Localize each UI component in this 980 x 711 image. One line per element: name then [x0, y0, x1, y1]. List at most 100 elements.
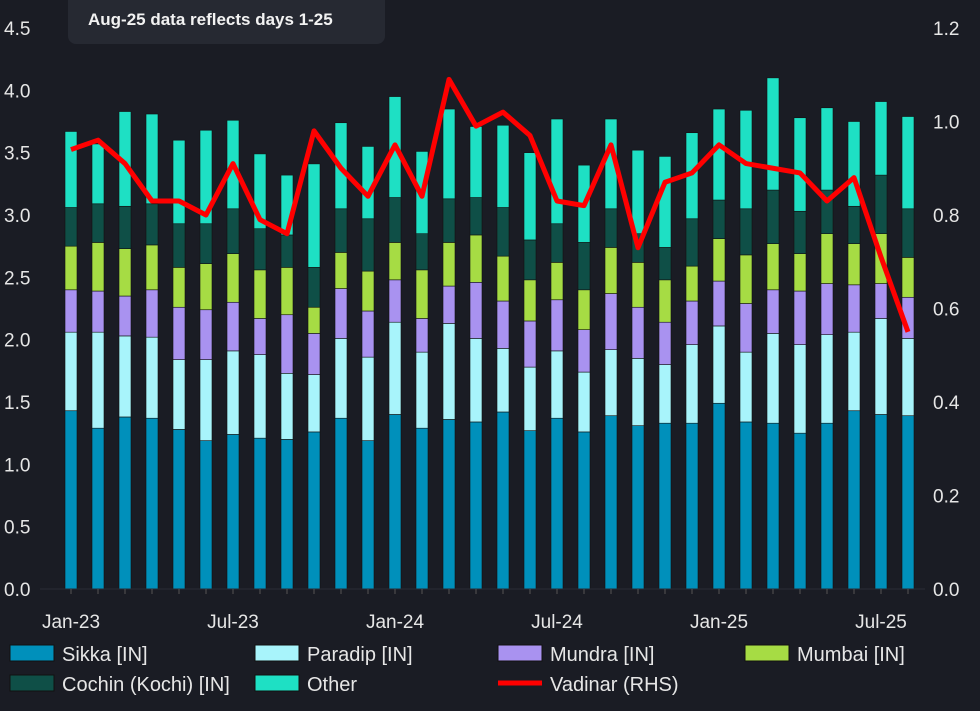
legend-label: Mundra [IN]	[550, 644, 654, 666]
bar-segment-3-Aug-25	[901, 257, 915, 298]
bar-segment-3-Mar-25	[766, 243, 780, 291]
bar-segment-2-Jul-25	[874, 283, 888, 319]
left-tick-label: 0.0	[4, 580, 30, 601]
left-tick-label: 2.0	[4, 331, 30, 352]
bar-segment-0-Mar-24	[442, 419, 456, 590]
bar-segment-4-Aug-25	[901, 208, 915, 258]
bar-segment-2-Oct-23	[307, 333, 321, 375]
bar-segment-3-Apr-25	[793, 253, 807, 292]
bar-segment-4-Jan-25	[712, 199, 726, 239]
bar-segment-2-Feb-24	[415, 318, 429, 353]
legend-swatch	[9, 644, 55, 662]
legend: Sikka [IN] Paradip [IN] Mundra [IN] Mumbai …	[9, 644, 905, 696]
annotation-box: Aug-25 data reflects days 1-25	[68, 0, 385, 44]
bar-segment-3-Feb-23	[91, 242, 105, 292]
x-tick-label: Jan-23	[42, 612, 100, 633]
bar-segment-5-Jul-24	[550, 118, 564, 225]
bar-segment-1-Nov-23	[334, 338, 348, 419]
bar-segment-3-Jul-24	[550, 262, 564, 301]
vadinar-line	[70, 76, 911, 333]
bar-segment-1-Mar-23	[118, 335, 132, 418]
bar-segment-1-Oct-23	[307, 374, 321, 433]
bar-segment-0-Jun-24	[523, 430, 537, 590]
bar-Jan-25	[712, 108, 726, 590]
bar-segment-0-Mar-25	[766, 422, 780, 590]
bar-segment-5-May-23	[172, 139, 186, 225]
bar-segment-3-Jan-23	[64, 245, 78, 291]
x-axis: Jan-23 Jul-23 Jan-24 Jul-24 Jan-25 Jul-25	[42, 589, 909, 633]
bar-Jan-23	[64, 131, 78, 590]
right-tick-label: 1.2	[933, 19, 959, 40]
bar-segment-4-Mar-24	[442, 198, 456, 243]
bar-Nov-24	[658, 156, 672, 590]
bar-segment-0-Jun-23	[199, 440, 213, 590]
bar-segment-0-Jan-24	[388, 414, 402, 590]
annotation-text: Aug-25 data reflects days 1-25	[88, 10, 333, 29]
bar-segment-2-May-23	[172, 306, 186, 360]
bar-segment-1-Sep-24	[604, 349, 618, 417]
bar-segment-0-May-24	[496, 411, 510, 590]
bar-segment-4-May-23	[172, 223, 186, 268]
bar-segment-1-Dec-24	[685, 344, 699, 424]
bar-Dec-23	[361, 146, 375, 590]
bar-segment-3-Jun-25	[847, 243, 861, 286]
x-tick-label: Jul-25	[855, 612, 907, 633]
bar-segment-3-Oct-23	[307, 306, 321, 334]
legend-item: Other	[254, 674, 357, 696]
right-tick-label: 0.2	[933, 487, 959, 508]
bar-segment-0-Nov-24	[658, 422, 672, 590]
bar-segment-4-Apr-24	[469, 197, 483, 236]
bar-segment-1-Feb-24	[415, 351, 429, 429]
legend-item: Sikka [IN]	[9, 644, 148, 666]
bar-segment-0-Feb-24	[415, 427, 429, 590]
bar-segment-5-Oct-24	[631, 149, 645, 235]
bar-Jun-23	[199, 129, 213, 590]
legend-swatch	[254, 674, 300, 692]
right-tick-label: 0.8	[933, 206, 959, 227]
bar-segment-0-May-25	[820, 422, 834, 590]
right-tick-label: 0.0	[933, 580, 959, 601]
bar-segment-0-May-23	[172, 429, 186, 590]
bar-segment-5-Apr-25	[793, 117, 807, 212]
bar-segment-5-Aug-25	[901, 116, 915, 210]
bar-segment-1-Apr-25	[793, 344, 807, 434]
bar-segment-0-Sep-23	[280, 439, 294, 590]
bar-segment-2-May-24	[496, 300, 510, 349]
bar-segment-0-Jul-24	[550, 417, 564, 590]
bars-layer	[64, 77, 915, 590]
bar-Mar-25	[766, 77, 780, 590]
legend-label: Vadinar (RHS)	[550, 674, 679, 696]
bar-segment-4-Jan-24	[388, 197, 402, 243]
legend-item: Cochin (Kochi) [IN]	[9, 674, 230, 696]
bar-segment-0-Oct-23	[307, 431, 321, 590]
bar-segment-2-Jun-23	[199, 309, 213, 360]
bar-segment-1-Jul-25	[874, 318, 888, 415]
bar-Mar-24	[442, 108, 456, 590]
bar-segment-1-Sep-23	[280, 373, 294, 440]
bar-segment-2-Dec-23	[361, 310, 375, 358]
bar-segment-1-Jun-23	[199, 359, 213, 441]
right-axis: 0.0 0.2 0.4 0.6 0.8 1.0 1.2	[933, 19, 960, 601]
bar-segment-0-Dec-23	[361, 440, 375, 590]
bar-segment-0-Jan-25	[712, 402, 726, 590]
bar-segment-3-Jun-23	[199, 263, 213, 311]
bar-segment-0-Jul-23	[226, 434, 240, 590]
bar-segment-1-Apr-24	[469, 338, 483, 423]
bar-segment-5-Mar-24	[442, 108, 456, 200]
left-tick-label: 0.5	[4, 518, 30, 539]
bar-segment-5-Mar-25	[766, 77, 780, 191]
bar-Nov-23	[334, 122, 348, 590]
bar-segment-3-Oct-24	[631, 262, 645, 308]
line-layer	[70, 76, 911, 333]
bar-segment-3-Dec-23	[361, 270, 375, 312]
bar-segment-4-Dec-24	[685, 218, 699, 267]
bar-segment-2-Oct-24	[631, 306, 645, 359]
bar-Feb-24	[415, 151, 429, 590]
bar-May-23	[172, 139, 186, 590]
bar-segment-3-May-25	[820, 233, 834, 284]
bar-segment-5-Feb-23	[91, 143, 105, 205]
legend-item: Mundra [IN]	[497, 644, 654, 666]
bar-segment-4-Sep-23	[280, 234, 294, 268]
left-tick-label: 3.5	[4, 144, 30, 165]
